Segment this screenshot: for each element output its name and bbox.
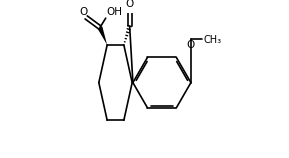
Polygon shape xyxy=(97,27,107,45)
Text: O: O xyxy=(80,7,88,17)
Text: O: O xyxy=(125,0,134,9)
Text: O: O xyxy=(187,40,195,50)
Text: CH₃: CH₃ xyxy=(203,35,222,45)
Text: OH: OH xyxy=(106,7,123,17)
